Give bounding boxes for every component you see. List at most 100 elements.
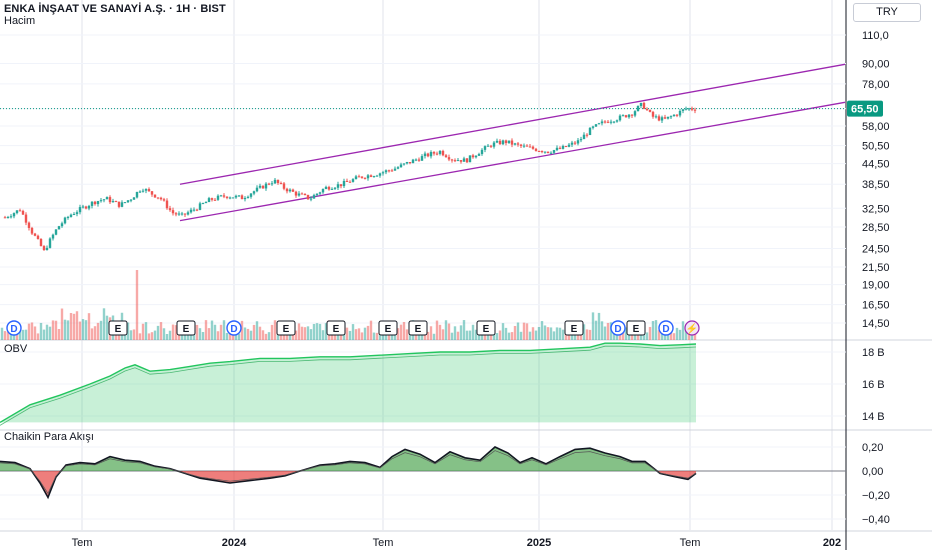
candle-body bbox=[372, 176, 376, 178]
candle-body bbox=[516, 143, 520, 145]
volume-bar bbox=[42, 329, 46, 340]
price-tick-label: 50,50 bbox=[862, 141, 890, 153]
candle-body bbox=[159, 197, 163, 200]
volume-bar bbox=[60, 308, 64, 340]
volume-bar bbox=[354, 329, 358, 340]
candle-body bbox=[312, 195, 316, 199]
news-marker bbox=[684, 320, 700, 336]
volume-bar bbox=[21, 329, 25, 340]
volume-bar bbox=[588, 329, 592, 340]
candle-body bbox=[105, 197, 109, 200]
volume-bar bbox=[528, 331, 532, 340]
price-tick-label: 32,50 bbox=[862, 203, 890, 215]
volume-bar bbox=[372, 332, 376, 340]
candle-body bbox=[306, 194, 310, 200]
candle-body bbox=[249, 193, 253, 197]
earnings-marker bbox=[378, 320, 398, 336]
candle-body bbox=[528, 146, 532, 148]
candle-body bbox=[387, 170, 391, 172]
candle-body bbox=[360, 176, 364, 178]
event-marker-label: ⚡ bbox=[686, 322, 698, 335]
candle-body bbox=[687, 108, 691, 110]
candle-body bbox=[558, 147, 562, 149]
volume-bar bbox=[642, 333, 646, 340]
currency-selector[interactable]: TRY bbox=[853, 3, 921, 22]
candle-body bbox=[189, 209, 193, 213]
candle-body bbox=[135, 191, 139, 198]
volume-bar bbox=[693, 333, 697, 340]
volume-bar bbox=[324, 323, 328, 340]
event-marker-label: D bbox=[10, 324, 17, 335]
candle-body bbox=[678, 110, 682, 116]
volume-bar bbox=[156, 325, 160, 340]
candle-body bbox=[357, 176, 361, 178]
volume-bar bbox=[453, 326, 457, 340]
candle-body bbox=[390, 170, 394, 172]
volume-bar bbox=[531, 327, 535, 340]
volume-bar bbox=[345, 327, 349, 340]
candle-body bbox=[669, 116, 673, 118]
candle-body bbox=[591, 126, 595, 128]
candle-body bbox=[405, 162, 409, 164]
candle-body bbox=[102, 199, 106, 201]
candle-body bbox=[615, 120, 619, 122]
event-marker-label: D bbox=[230, 324, 237, 335]
candle-body bbox=[681, 109, 685, 111]
dividend-marker bbox=[658, 320, 674, 336]
volume-bar bbox=[501, 323, 505, 340]
volume-bar bbox=[126, 322, 130, 340]
candle-body bbox=[396, 167, 400, 169]
volume-bar bbox=[540, 321, 544, 340]
candle-body bbox=[450, 159, 454, 161]
candle-body bbox=[540, 151, 544, 153]
candle-body bbox=[69, 214, 73, 217]
candle-body bbox=[375, 175, 379, 177]
candle-body bbox=[222, 195, 226, 197]
volume-bar bbox=[138, 333, 142, 340]
candle-body bbox=[147, 189, 151, 192]
candle-body bbox=[87, 205, 91, 209]
candle-body bbox=[624, 115, 628, 118]
candle-body bbox=[21, 210, 25, 215]
volume-bar bbox=[657, 330, 661, 340]
volume-bar bbox=[486, 332, 490, 340]
candle-body bbox=[612, 121, 616, 123]
candle-body bbox=[471, 155, 475, 158]
candle-body bbox=[519, 144, 523, 146]
candle-body bbox=[438, 150, 442, 154]
volume-bar bbox=[507, 332, 511, 340]
volume-bar bbox=[249, 330, 253, 340]
candle-body bbox=[492, 142, 496, 147]
volume-bar bbox=[558, 327, 562, 340]
candle-body bbox=[651, 111, 655, 117]
candle-body bbox=[9, 216, 13, 218]
candle-body bbox=[507, 140, 511, 144]
candle-body bbox=[666, 116, 670, 119]
volume-bar bbox=[48, 326, 52, 340]
candle-body bbox=[285, 188, 289, 192]
candle-body bbox=[183, 213, 187, 215]
volume-bar bbox=[546, 327, 550, 340]
candle-body bbox=[459, 160, 463, 162]
candle-body bbox=[606, 121, 610, 123]
candle-body bbox=[549, 152, 553, 154]
candle-body bbox=[477, 154, 481, 156]
volume-bar bbox=[309, 329, 313, 340]
volume-bar bbox=[618, 332, 622, 340]
candle-body bbox=[435, 153, 439, 155]
candle-body bbox=[75, 212, 79, 215]
candle-body bbox=[234, 195, 238, 198]
volume-bar bbox=[24, 329, 28, 340]
candle-body bbox=[639, 102, 643, 106]
dividend-marker bbox=[226, 320, 242, 336]
volume-bar bbox=[495, 333, 499, 340]
volume-bar bbox=[54, 320, 58, 340]
candle-body bbox=[603, 121, 607, 123]
candle-body bbox=[141, 190, 145, 192]
candle-body bbox=[510, 140, 514, 145]
candle-body bbox=[327, 186, 331, 190]
time-tick-label: Tem bbox=[680, 537, 701, 549]
volume-bar bbox=[612, 332, 616, 340]
volume-bar bbox=[270, 324, 274, 340]
